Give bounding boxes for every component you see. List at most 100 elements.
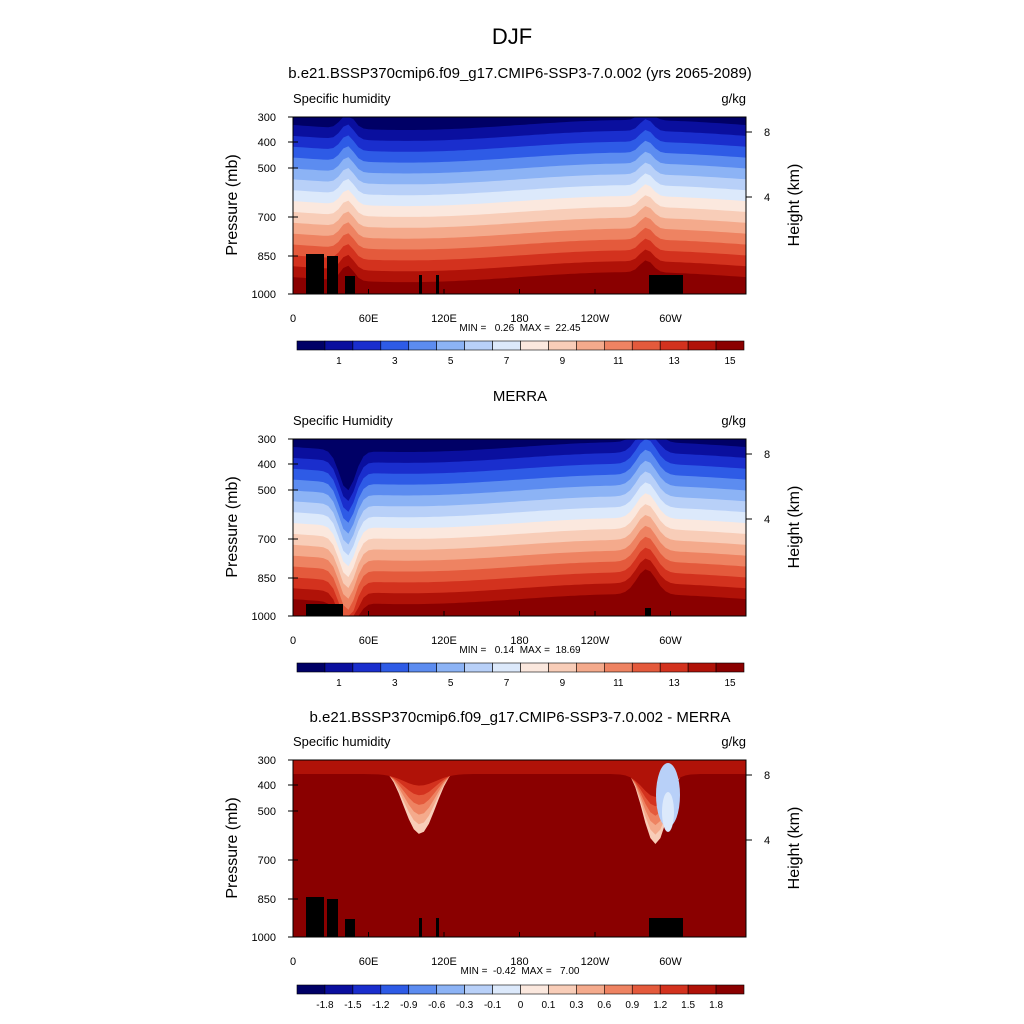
- colorbar-tick-label: -1.2: [372, 1000, 390, 1011]
- colorbar-swatch: [548, 984, 577, 995]
- x-tick-label: 0: [290, 956, 296, 968]
- y-axis-label: Pressure (mb): [224, 797, 241, 898]
- terrain-mask: [306, 897, 324, 937]
- contour-band: [293, 260, 746, 294]
- terrain-mask: [419, 275, 422, 294]
- colorbar-tick-label: 13: [669, 678, 681, 689]
- x-ticks: 0 60E 120E 180 120W 60W: [290, 635, 682, 647]
- colorbar-swatch: [464, 340, 493, 351]
- terrain-mask: [645, 608, 651, 616]
- colorbar-tick-label: 0: [518, 1000, 524, 1011]
- x-tick-label: 180: [510, 635, 528, 647]
- colorbar-swatch: [715, 340, 745, 351]
- colorbar-swatch: [296, 984, 326, 995]
- colorbar-swatch: [548, 662, 577, 673]
- colorbar-tick-label: 7: [504, 678, 510, 689]
- colorbar-swatch: [687, 984, 717, 995]
- colorbar-swatch: [436, 340, 465, 351]
- y-tick-label: 400: [258, 137, 276, 149]
- heatmap-field: [288, 116, 752, 295]
- y2-axis-label: Height (km): [786, 164, 803, 247]
- colorbar-swatch: [604, 662, 633, 673]
- panel-left-string: Specific humidity: [293, 91, 391, 106]
- y-axis-label: Pressure (mb): [224, 154, 241, 255]
- y-ticks: 300 400 500 700 850 1000: [252, 112, 276, 301]
- x-tick-label: 120W: [581, 956, 610, 968]
- colorbar-swatch: [492, 984, 521, 995]
- x-tick-label: 60W: [659, 313, 682, 325]
- colorbar-swatch: [631, 340, 661, 351]
- colorbar-swatch: [352, 984, 382, 995]
- terrain-mask: [649, 275, 683, 294]
- colorbar-swatch: [492, 662, 521, 673]
- min-max-stats: MIN = 0.14 MAX = 18.69: [459, 645, 581, 656]
- terrain-mask: [327, 899, 338, 937]
- y-tick-label: 1000: [252, 932, 276, 944]
- colorbar-tick-label: 1.8: [709, 1000, 723, 1011]
- y2-ticks: 8 4: [764, 770, 770, 847]
- panel-difference: b.e21.BSSP370cmip6.f09_g17.CMIP6-SSP3-7.…: [224, 709, 803, 1011]
- y-tick-label: 500: [258, 806, 276, 818]
- panel-units: g/kg: [721, 413, 746, 428]
- contour-band: [662, 792, 674, 832]
- colorbar: 1 3 5 7 9 11 13 15: [296, 340, 745, 367]
- colorbar-swatch: [520, 662, 549, 673]
- y-tick-label: 400: [258, 459, 276, 471]
- y2-tick-label: 4: [764, 514, 770, 526]
- contour-band: [293, 569, 746, 616]
- colorbar-tick-label: 13: [669, 356, 681, 367]
- panel-title: MERRA: [493, 388, 547, 405]
- colorbar-tick-label: 5: [448, 678, 454, 689]
- x-tick-label: 120W: [581, 635, 610, 647]
- colorbar-swatch: [659, 340, 689, 351]
- x-tick-label: 120E: [431, 956, 457, 968]
- colorbar-swatch: [631, 984, 661, 995]
- y-tick-label: 700: [258, 212, 276, 224]
- x-tick-label: 60E: [359, 313, 379, 325]
- y-tick-label: 300: [258, 434, 276, 446]
- x-tick-label: 180: [510, 313, 528, 325]
- panel-merra: MERRA Specific Humidity g/kg 0 60E 120E …: [224, 388, 803, 689]
- colorbar-tick-label: 9: [560, 356, 566, 367]
- colorbar-tick-label: 0.3: [569, 1000, 583, 1011]
- panel-title: b.e21.BSSP370cmip6.f09_g17.CMIP6-SSP3-7.…: [309, 709, 730, 726]
- y-tick-label: 300: [258, 112, 276, 124]
- colorbar-swatch: [548, 340, 577, 351]
- x-tick-label: 0: [290, 635, 296, 647]
- x-tick-label: 120E: [431, 635, 457, 647]
- colorbar-swatch: [631, 662, 661, 673]
- colorbar-swatch: [324, 340, 354, 351]
- y-tick-label: 500: [258, 485, 276, 497]
- colorbar-swatch: [715, 984, 745, 995]
- x-tick-label: 60W: [659, 956, 682, 968]
- x-tick-label: 60E: [359, 956, 379, 968]
- y-ticks: 300 400 500 700 850 1000: [252, 755, 276, 944]
- plot-frame: [292, 116, 747, 295]
- min-max-stats: MIN = -0.42 MAX = 7.00: [461, 966, 580, 977]
- colorbar-swatch: [576, 662, 605, 673]
- colorbar-tick-label: -1.8: [316, 1000, 334, 1011]
- y-tick-label: 400: [258, 780, 276, 792]
- y-tick-label: 1000: [252, 611, 276, 623]
- colorbar-tick-label: 5: [448, 356, 454, 367]
- colorbar-tick-label: 0.6: [597, 1000, 611, 1011]
- y-axis-label: Pressure (mb): [224, 476, 241, 577]
- terrain-mask: [345, 276, 355, 294]
- y-tick-label: 700: [258, 855, 276, 867]
- colorbar-swatch: [380, 340, 410, 351]
- heatmap-field: [288, 438, 752, 617]
- colorbar-tick-label: -0.6: [428, 1000, 446, 1011]
- colorbar-swatch: [296, 340, 326, 351]
- colorbar-swatch: [576, 340, 605, 351]
- colorbar-swatch: [436, 984, 465, 995]
- y2-tick-label: 4: [764, 835, 770, 847]
- colorbar-tick-label: 7: [504, 356, 510, 367]
- y2-axis-label: Height (km): [786, 486, 803, 569]
- colorbar-swatch: [352, 340, 382, 351]
- colorbar-tick-label: 11: [613, 356, 624, 367]
- terrain-mask: [436, 275, 439, 294]
- colorbar-tick-label: 3: [392, 678, 398, 689]
- plot-frame: [292, 759, 747, 938]
- panel-model: b.e21.BSSP370cmip6.f09_g17.CMIP6-SSP3-7.…: [224, 65, 803, 367]
